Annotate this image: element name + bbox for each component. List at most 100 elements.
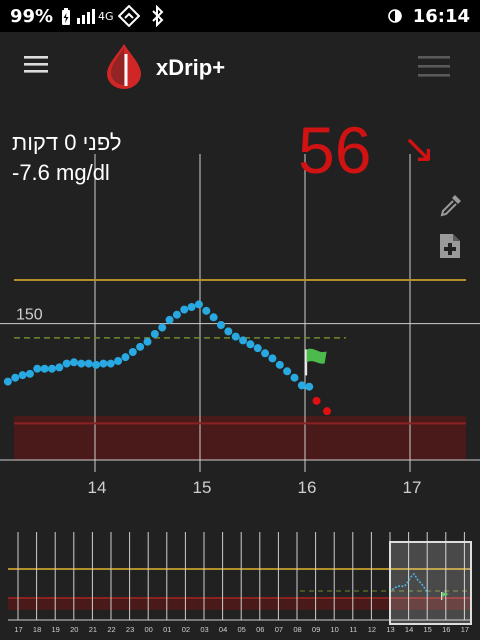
bg-reading-point	[136, 342, 145, 351]
treatment-flag-icon[interactable]	[304, 348, 327, 376]
overview-hour-label: 16	[442, 625, 450, 634]
overview-hour-label: 02	[182, 625, 190, 634]
signal-icon	[77, 9, 95, 24]
overview-hour-label: 07	[275, 625, 283, 634]
overview-hour-label: 14	[405, 625, 413, 634]
overview-hour-label: 03	[200, 625, 208, 634]
x-tick-label: 14	[88, 478, 107, 497]
overview-hour-label: 12	[368, 625, 376, 634]
clock: 16:14	[412, 6, 470, 27]
bg-reading-point	[114, 357, 123, 365]
bluetooth-icon	[152, 5, 164, 27]
bg-reading-point	[261, 349, 270, 358]
overview-hour-label: 17	[14, 625, 22, 634]
y-axis-label-150: 150	[16, 307, 43, 324]
overflow-menu-icon[interactable]	[418, 56, 450, 78]
bg-reading-point	[25, 369, 34, 378]
overview-hour-label: 05	[238, 625, 246, 634]
bg-reading-point	[224, 327, 233, 336]
bg-reading-point	[290, 373, 299, 382]
bg-reading-point	[62, 359, 71, 368]
overview-hour-label: 08	[293, 625, 301, 634]
delta-label: -7.6 mg/dl	[12, 160, 110, 185]
bg-reading-point	[275, 360, 284, 369]
overview-hour-label: 18	[33, 625, 41, 634]
battery-percent: 99%	[10, 6, 54, 27]
bg-graph-panel[interactable]: 150 14 15 16 17 לפני 0 דקות -7.6 mg/dl 56 ↘	[0, 104, 480, 524]
bg-reading-point	[305, 382, 314, 391]
overview-hour-label: 17	[461, 625, 469, 634]
bg-reading-point	[143, 337, 152, 346]
sync-icon	[388, 9, 402, 23]
menu-icon[interactable]	[24, 56, 48, 74]
bg-reading-point	[47, 364, 56, 373]
bg-reading-point	[3, 377, 12, 386]
bg-reading-point	[84, 359, 93, 368]
app-title: xDrip+	[156, 55, 226, 80]
network-type: 4G	[98, 10, 114, 23]
bg-reading-point	[106, 359, 115, 368]
overview-hour-label: 06	[256, 625, 264, 634]
bg-chart[interactable]: 150 14 15 16 17	[0, 104, 480, 524]
bg-reading-point	[55, 363, 64, 372]
bg-reading-point	[297, 381, 306, 390]
eyedropper-icon[interactable]	[438, 192, 464, 218]
overview-low-band	[8, 598, 470, 610]
overview-flag-icon	[441, 592, 449, 600]
overview-hour-label: 15	[424, 625, 432, 634]
overview-hour-label: 22	[107, 625, 115, 634]
overview-hour-label: 10	[331, 625, 339, 634]
overview-hour-label: 20	[70, 625, 78, 634]
bg-reading-point	[77, 359, 86, 368]
overview-hour-label: 00	[145, 625, 153, 634]
x-tick-label: 16	[298, 478, 317, 497]
overview-chart[interactable]: 17 18 19 20 21 22 23 00 01 02 03 04 05 06 07 08 09 10 11 12…	[0, 524, 480, 640]
bg-reading-point	[33, 364, 42, 373]
bg-reading-point	[150, 330, 159, 338]
bg-reading-point	[121, 353, 130, 362]
data-saver-icon	[118, 5, 140, 27]
bg-reading-point	[239, 336, 248, 345]
overview-hour-label: 19	[52, 625, 60, 634]
minutes-ago-label: לפני 0 דקות	[12, 130, 122, 155]
bg-reading-point	[202, 306, 211, 315]
add-note-icon[interactable]	[438, 232, 462, 260]
bg-reading-point	[312, 396, 321, 405]
bg-reading-point	[268, 354, 277, 363]
app-bar: xDrip+	[0, 32, 480, 104]
bg-reading-point	[18, 371, 27, 380]
overview-viewport-selector[interactable]	[389, 541, 472, 625]
bg-reading-point	[283, 367, 292, 376]
x-tick-label: 17	[403, 478, 422, 497]
trend-arrow: ↘	[402, 127, 436, 171]
bg-reading-point	[128, 348, 137, 356]
overview-hour-label: 01	[163, 625, 171, 634]
bg-reading-point	[92, 360, 101, 369]
bg-reading-point	[194, 300, 203, 309]
bg-reading-point	[165, 315, 174, 324]
bg-reading-point	[323, 407, 332, 416]
bg-reading-point	[99, 359, 108, 368]
bg-reading-point	[209, 313, 218, 322]
overview-hour-label: 13	[386, 625, 394, 634]
overview-hour-label: 21	[89, 625, 97, 634]
bg-reading-point	[187, 303, 196, 311]
battery-charging-icon	[62, 8, 70, 25]
blood-drop-logo-icon	[107, 44, 141, 89]
bg-reading-point	[253, 344, 262, 353]
overview-hour-label: 11	[349, 625, 357, 634]
bg-reading-point	[246, 340, 255, 349]
overview-panel[interactable]: 17 18 19 20 21 22 23 00 01 02 03 04 05 06 07 08 09 10 11 12…	[0, 524, 480, 640]
x-tick-label: 15	[193, 478, 212, 497]
bg-reading-point	[172, 310, 181, 319]
bg-reading-point	[40, 364, 49, 373]
bg-reading-point	[158, 323, 167, 332]
bg-reading-point	[11, 373, 20, 382]
overview-trace	[391, 572, 430, 597]
bg-value[interactable]: 56	[298, 113, 372, 187]
bg-reading-point	[217, 321, 225, 329]
bg-reading-point	[180, 305, 189, 314]
status-bar: 99% 4G 16:14	[0, 0, 480, 32]
overview-hour-label: 09	[312, 625, 320, 634]
bg-reading-point	[231, 332, 240, 341]
